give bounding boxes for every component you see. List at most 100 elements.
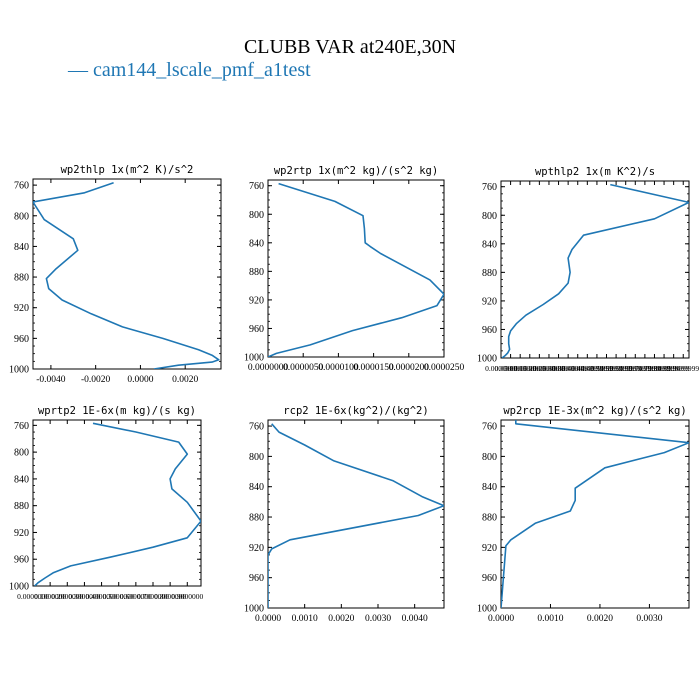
subplot-title: wp2rcp 1E-3x(m^2 kg)/(s^2 kg) [503,405,686,417]
y-tick-label: 760 [14,181,29,192]
x-tick-label: 0.0000 [127,375,153,385]
x-tick-label: 0.4000000 [562,364,594,373]
x-tick-label: 0.0000000 [485,364,517,373]
x-tick-label: 0.9000000 [171,592,203,601]
y-tick-label: 1000 [477,354,497,365]
series-line [268,423,444,608]
subplot-2: wp2rtp 1x(m^2 kg)/(s^2 kg) 760 800 840 880 92… [244,165,464,373]
x-tick-label: 0.1500000 [514,364,546,373]
x-tick-label: 0.1000000 [34,592,66,601]
y-tick-label: 1000 [477,604,497,615]
x-tick-label: 0.3500000 [552,364,584,373]
x-tick-label: 0.5499999 [591,364,623,373]
x-tick-label: 0.0000 [255,614,281,624]
x-tick-label: 0.0000000 [17,592,49,601]
x-tick-label: 0.3000000 [543,364,575,373]
y-tick-label: 760 [482,182,497,193]
x-tick-label: 0.0000000 [248,363,289,373]
legend-entry: — cam144_lscale_pmf_a1test [68,59,311,82]
x-tick-label: 0.2500000 [533,364,565,373]
legend-label: cam144_lscale_pmf_a1test [93,59,311,81]
x-tick-label: 0.0030 [365,614,391,624]
plot-frame [32,178,222,370]
x-tick-label: 0.9499999 [667,364,699,373]
x-tick-label: -0.0040 [36,375,66,385]
x-tick-label: 0.0030 [636,614,662,624]
x-tick-label: 0.6999999 [619,364,651,373]
plot-frame [267,179,445,358]
y-tick-label: 760 [249,181,264,192]
y-tick-label: 880 [482,513,497,524]
x-tick-label: 0.2000000 [523,364,555,373]
y-tick-label: 760 [14,421,29,432]
y-tick-label: 880 [14,273,29,284]
y-tick-label: 960 [249,573,264,584]
y-tick-label: 800 [14,211,29,222]
plot-frame [267,419,445,609]
x-tick-label: 0.4999999 [581,364,613,373]
x-tick-label: 0.2000000 [51,592,83,601]
x-tick-label: 0.0040 [402,614,428,624]
y-tick-label: 800 [14,448,29,459]
plot-frame [500,180,690,359]
y-tick-label: 800 [482,211,497,222]
x-tick-label: 0.0020 [328,614,354,624]
y-tick-label: 1000 [244,353,264,364]
y-tick-label: 920 [14,303,29,314]
x-tick-label: 0.8999999 [658,364,690,373]
y-tick-label: 840 [482,239,497,250]
y-tick-label: 800 [482,452,497,463]
y-tick-label: 760 [482,422,497,433]
y-tick-label: 1000 [9,365,29,376]
y-tick-label: 880 [249,267,264,278]
y-tick-label: 920 [249,295,264,306]
y-tick-label: 840 [249,482,264,493]
y-tick-label: 920 [14,528,29,539]
x-tick-label: 0.5000000 [103,592,135,601]
x-tick-label: 0.7999999 [639,364,671,373]
series-line [501,183,689,358]
x-tick-label: 0.5999999 [600,364,632,373]
y-tick-label: 840 [249,238,264,249]
y-tick-label: 1000 [244,604,264,615]
x-tick-label: 0.0000100 [318,363,359,373]
y-tick-label: 840 [14,242,29,253]
series-line [268,182,444,357]
y-tick-label: 920 [482,296,497,307]
y-tick-label: 920 [249,543,264,554]
y-tick-label: 960 [249,324,264,335]
x-tick-label: 0.3000000 [68,592,100,601]
y-tick-label: 840 [482,482,497,493]
y-tick-label: 960 [14,334,29,345]
x-tick-label: 0.7000000 [137,592,169,601]
x-tick-label: 0.8000000 [154,592,186,601]
x-tick-label: 0.0000050 [283,363,324,373]
x-tick-label: 0.0500000 [495,364,527,373]
y-tick-label: 880 [14,501,29,512]
x-tick-label: 0.7499999 [629,364,661,373]
y-tick-label: 800 [249,210,264,221]
y-tick-label: 840 [14,474,29,485]
x-tick-label: 0.0020 [172,375,198,385]
plot-frame [32,419,202,587]
y-tick-label: 880 [249,513,264,524]
y-tick-label: 760 [249,422,264,433]
subplot-title: wp2thlp 1x(m^2 K)/s^2 [61,164,194,176]
y-tick-label: 920 [482,543,497,554]
plot-frame [500,419,690,609]
subplot-3: wpthlp2 1x(m K^2)/s 760 800 840 880 920 960 100… [477,166,699,373]
x-tick-label: 0.1000000 [504,364,536,373]
y-tick-label: 960 [482,325,497,336]
x-tick-label: 0.0000150 [353,363,394,373]
subplot-title: wpthlp2 1x(m K^2)/s [535,166,655,178]
x-tick-label: 0.8499999 [648,364,680,373]
y-tick-label: 960 [482,573,497,584]
subplot-6: wp2rcp 1E-3x(m^2 kg)/(s^2 kg) 760 800 840 88… [477,405,690,624]
subplot-4: wprtp2 1E-6x(m kg)/(s kg) 760 800 840 880 920… [9,405,203,601]
x-tick-label: 0.4000000 [86,592,118,601]
y-tick-label: 880 [482,268,497,279]
subplot-1: wp2thlp 1x(m^2 K)/s^2 760 800 840 880 920 960 1… [9,164,222,385]
series-line [33,182,220,369]
x-tick-label: 0.0020 [587,614,613,624]
subplot-title: wp2rtp 1x(m^2 kg)/(s^2 kg) [274,165,438,177]
